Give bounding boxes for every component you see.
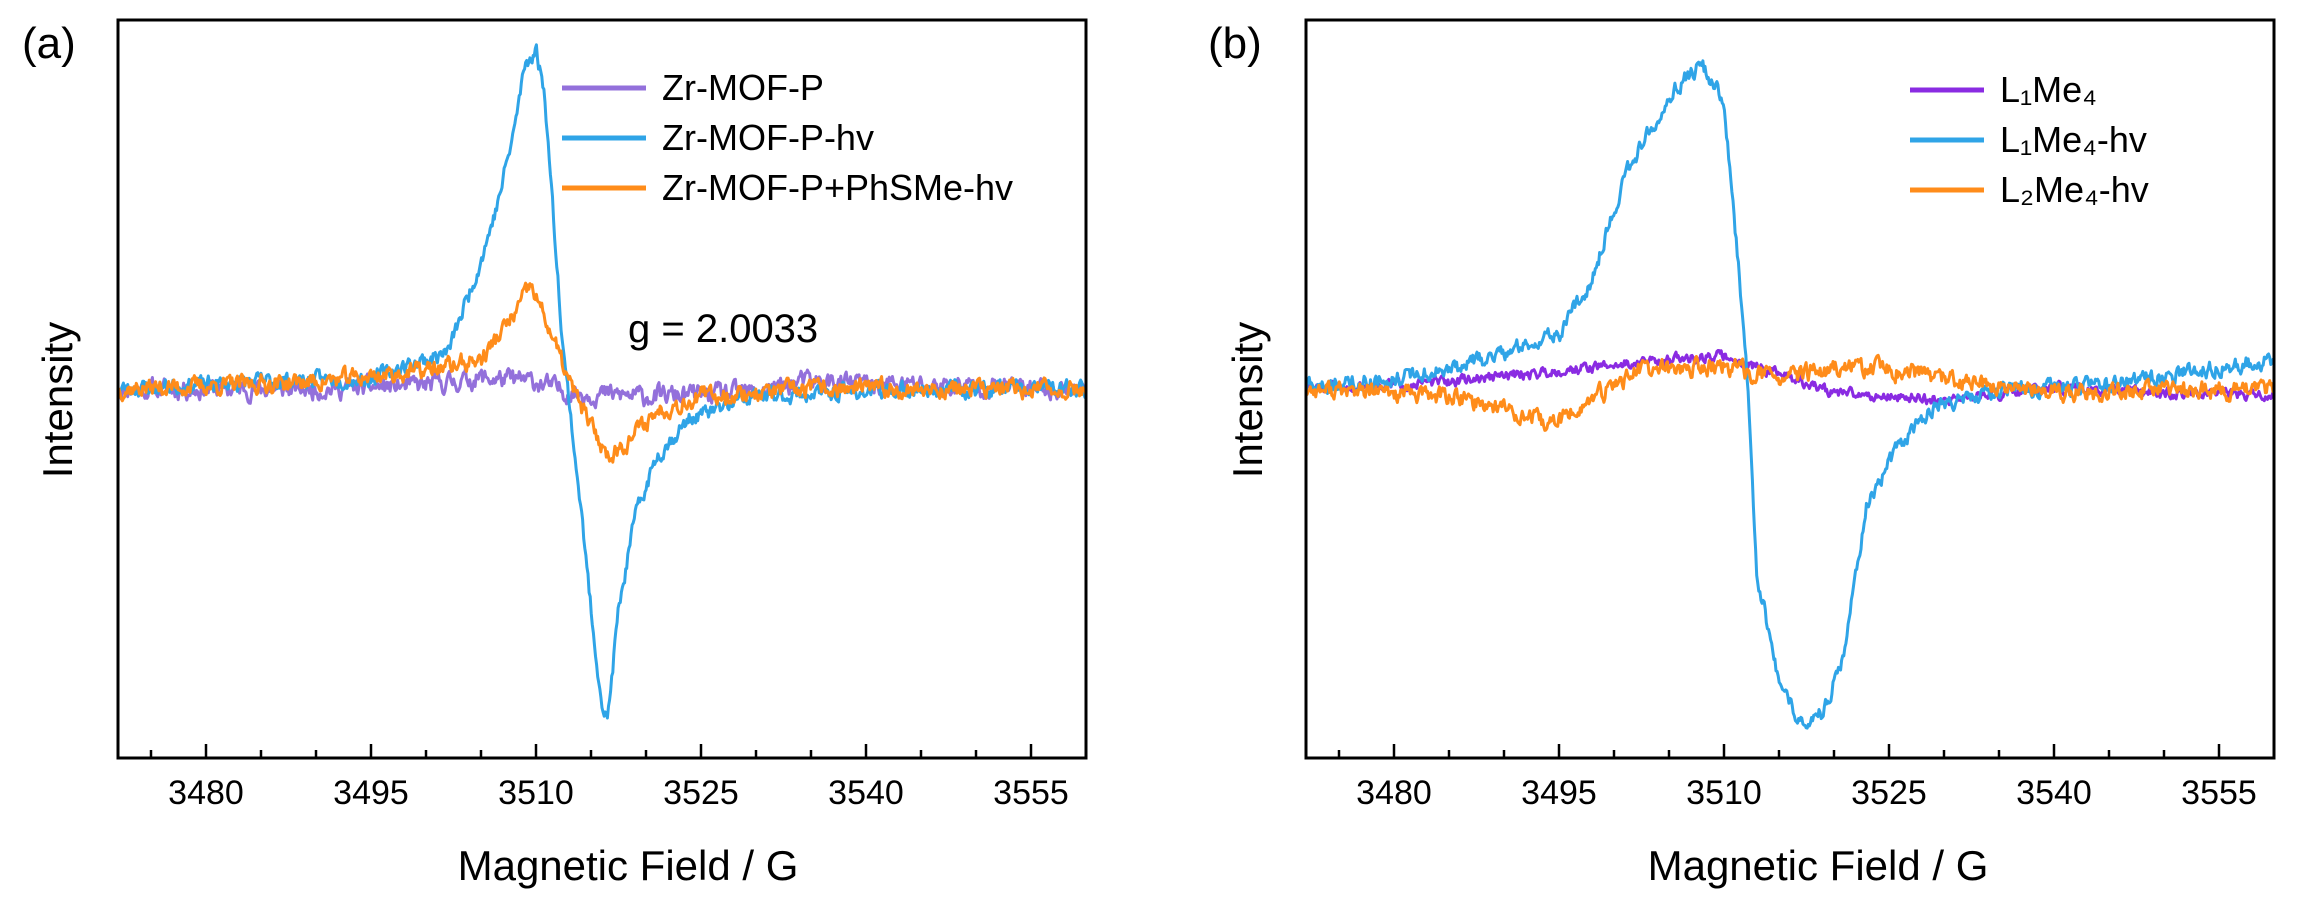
panel-b: (b) Intensity Magnetic Field / G 3480 349…	[1208, 18, 2276, 889]
panel-label-b: (b)	[1208, 19, 1262, 68]
y-axis-title-a: Intensity	[34, 322, 81, 478]
x-tick-label-0-2: 3510	[498, 774, 574, 812]
series-line-1-2	[1304, 353, 2276, 432]
legend-label-1-2: L₂Me₄-hv	[2000, 169, 2149, 210]
x-axis-title-a: Magnetic Field / G	[458, 842, 799, 889]
x-tick-label-1-3: 3525	[1851, 774, 1927, 812]
x-tick-label-0-5: 3555	[993, 774, 1069, 812]
series-line-1-0	[1304, 349, 2276, 407]
x-tick-label-0-1: 3495	[333, 774, 409, 812]
x-tick-label-1-5: 3555	[2181, 774, 2257, 812]
panel-a: (a) Intensity Magnetic Field / G g = 2.0…	[22, 18, 1088, 889]
plot-frame-b	[1304, 18, 2276, 760]
series-group-a	[116, 43, 1088, 720]
x-tick-label-1-4: 3540	[2016, 774, 2092, 812]
x-axis-title-b: Magnetic Field / G	[1648, 842, 1989, 889]
plot-frame-a	[116, 18, 1088, 760]
legend-label-0-0: Zr-MOF-P	[662, 67, 824, 108]
panel-label-a: (a)	[22, 19, 76, 68]
x-tick-label-1-0: 3480	[1356, 774, 1432, 812]
legend-label-0-1: Zr-MOF-P-hv	[662, 117, 874, 158]
y-axis-title-b: Intensity	[1224, 322, 1271, 478]
x-tick-label-0-3: 3525	[663, 774, 739, 812]
legend-a: Zr-MOF-P Zr-MOF-P-hv Zr-MOF-P+PhSMe-hv	[562, 67, 1013, 208]
x-tick-label-1-2: 3510	[1686, 774, 1762, 812]
legend-label-0-2: Zr-MOF-P+PhSMe-hv	[662, 167, 1013, 208]
x-tick-label-0-0: 3480	[168, 774, 244, 812]
series-line-0-2	[116, 281, 1088, 464]
g-factor-annotation: g = 2.0033	[628, 307, 818, 351]
series-group-b	[1304, 59, 2276, 730]
x-tick-label-1-1: 3495	[1521, 774, 1597, 812]
legend-b: L₁Me₄ L₁Me₄-hv L₂Me₄-hv	[1910, 69, 2149, 210]
x-ticks-a: 3480 3495 3510 3525 3540 3555	[149, 744, 1088, 812]
legend-label-1-1: L₁Me₄-hv	[2000, 119, 2147, 160]
x-tick-label-0-4: 3540	[828, 774, 904, 812]
x-ticks-b: 3480 3495 3510 3525 3540 3555	[1337, 744, 2276, 812]
legend-label-1-0: L₁Me₄	[2000, 69, 2097, 110]
